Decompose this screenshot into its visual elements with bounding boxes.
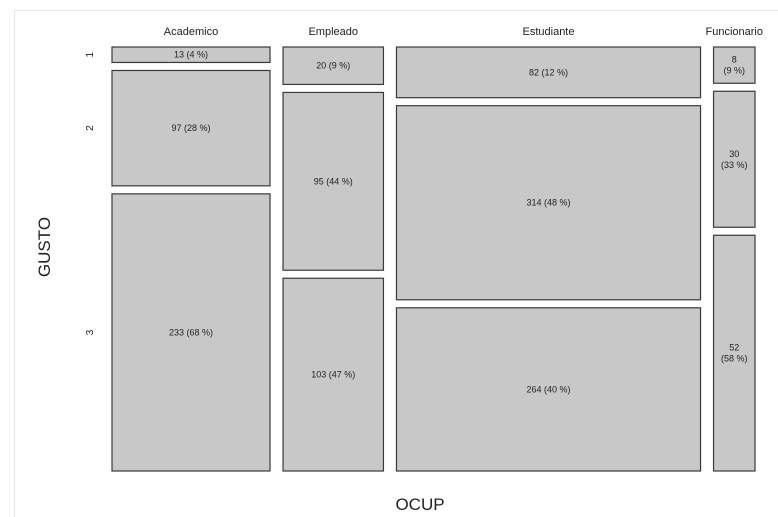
cell-label: 30 (33 %) <box>721 149 748 170</box>
column-label-empleado: Empleado <box>308 26 358 38</box>
column-label-estudiante: Estudiante <box>523 26 575 38</box>
mosaic-cell-estudiante-2 <box>395 105 702 301</box>
row-label-2: 2 <box>85 125 96 131</box>
mosaic-cell-empleado-3 <box>282 277 385 472</box>
cell-label: 8 (9 %) <box>724 55 746 76</box>
mosaic-cell-empleado-1 <box>282 46 385 86</box>
column-label-funcionario: Funcionario <box>706 26 763 38</box>
row-labels: 1 2 3 <box>85 52 96 336</box>
cell-label: 20 (9 %) <box>316 61 350 71</box>
cell-label: 233 (68 %) <box>169 327 213 337</box>
mosaic-cell-estudiante-1 <box>395 46 702 99</box>
column-label-academico: Academico <box>164 26 218 38</box>
cell-label: 95 (44 %) <box>314 176 353 186</box>
cell-label: 97 (28 %) <box>171 123 210 133</box>
cell-label: 314 (48 %) <box>526 198 570 208</box>
cell-label: 82 (12 %) <box>529 67 568 77</box>
cell-label: 103 (47 %) <box>311 370 355 380</box>
y-axis-title: GUSTO <box>35 217 54 277</box>
mosaic-cell-funcionario-1 <box>712 46 756 84</box>
mosaic-cell-funcionario-2 <box>712 90 756 228</box>
mosaic-cell-academico-2 <box>111 69 271 187</box>
cell-label: 264 (40 %) <box>526 384 570 394</box>
mosaic-cell-academico-3 <box>111 193 271 472</box>
cell-label: 52 (58 %) <box>721 343 748 364</box>
row-label-1: 1 <box>85 52 96 58</box>
row-label-3: 3 <box>85 329 96 335</box>
mosaic-cell-estudiante-3 <box>395 307 702 472</box>
x-axis-title: OCUP <box>395 495 444 514</box>
mosaic-cell-empleado-2 <box>282 91 385 271</box>
column-labels: Academico Empleado Estudiante Funcionario <box>164 26 763 38</box>
cell-label: 13 (4 %) <box>174 50 208 60</box>
mosaic-cells: 13 (4 %) 97 (28 %) 233 (68 %) 20 (9 %) 95 (4… <box>111 46 756 472</box>
mosaic-cell-funcionario-3 <box>712 234 756 472</box>
plot-frame <box>14 10 778 517</box>
mosaic-cell-academico-1 <box>111 46 271 64</box>
